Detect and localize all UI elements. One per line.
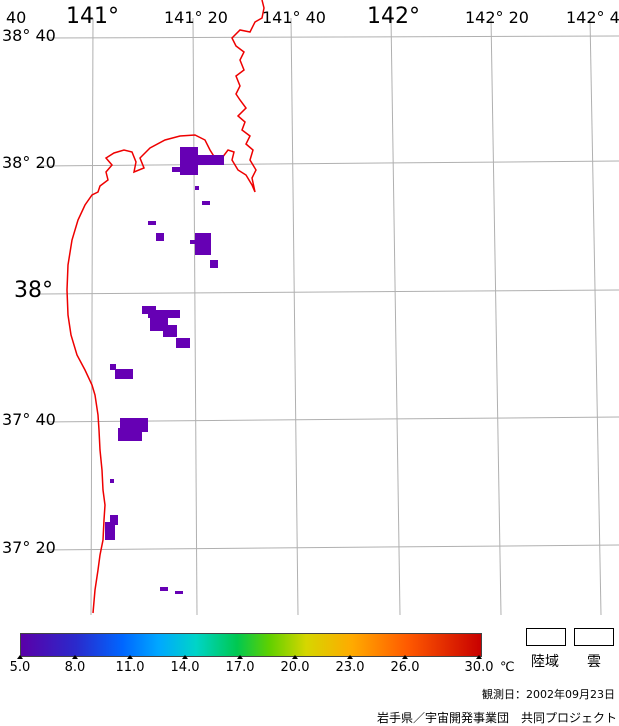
lon-label: 142° xyxy=(367,4,420,29)
colorbar-tick xyxy=(292,655,298,659)
sst-patch xyxy=(115,369,133,379)
sst-patch xyxy=(163,325,177,337)
parallel-line xyxy=(39,35,619,39)
meridian-line xyxy=(589,17,602,616)
colorbar-tick-label: 26.0 xyxy=(390,660,420,675)
sst-patch xyxy=(196,155,224,165)
colorbar-tick xyxy=(402,655,408,659)
lon-label-partial: 40 xyxy=(6,8,27,27)
colorbar-tick-label: 17.0 xyxy=(225,660,255,675)
sst-patch xyxy=(105,522,115,540)
parallel-line xyxy=(39,289,619,295)
meridian-line xyxy=(192,17,198,616)
colorbar-tick xyxy=(237,655,243,659)
sst-map xyxy=(39,0,619,616)
colorbar-tick-label: 30.0 xyxy=(464,660,494,675)
colorbar-tick xyxy=(347,655,353,659)
sst-patch xyxy=(110,364,116,370)
sst-patch xyxy=(160,587,168,591)
colorbar-tick xyxy=(182,655,188,659)
colorbar-tick-label: 20.0 xyxy=(280,660,310,675)
sst-patches xyxy=(105,147,224,594)
sst-patch xyxy=(202,201,210,205)
lat-label: 37° 20 xyxy=(2,538,56,557)
sst-patch xyxy=(148,310,180,318)
land-label: 陸域 xyxy=(531,654,559,670)
lon-label: 141° xyxy=(66,4,119,29)
sst-patch xyxy=(176,338,190,348)
graticule-grid xyxy=(39,17,619,616)
lon-label: 142° 20 xyxy=(465,8,529,27)
lon-label: 141° 40 xyxy=(262,8,326,27)
meridian-line xyxy=(90,17,94,616)
lon-label: 141° 20 xyxy=(164,8,228,27)
meridian-line xyxy=(290,17,299,616)
parallel-line xyxy=(39,160,619,167)
parallel-line xyxy=(39,544,619,551)
colorbar-tick-label: 23.0 xyxy=(335,660,365,675)
cloud-label: 雲 xyxy=(587,654,601,670)
meridian-line xyxy=(490,17,502,616)
observation-date: 観測日：2002年09月23日 xyxy=(482,688,615,701)
temperature-unit: ℃ xyxy=(500,660,515,675)
colorbar-tick-label: 14.0 xyxy=(170,660,200,675)
sst-patch xyxy=(110,515,118,525)
coastline xyxy=(66,0,265,614)
sst-patch xyxy=(175,591,183,594)
lat-label: 38° 40 xyxy=(2,26,56,45)
credit-text: 岩手県／宇宙開発事業団 共同プロジェクト xyxy=(376,711,617,725)
colorbar-tick-label: 11.0 xyxy=(115,660,145,675)
temperature-colorbar xyxy=(20,633,482,657)
colorbar-tick xyxy=(72,655,78,659)
sst-patch xyxy=(190,240,196,244)
sst-patch xyxy=(148,221,156,225)
sst-patch xyxy=(195,186,199,190)
lon-label: 142° 40 xyxy=(566,8,619,27)
sst-patch xyxy=(195,233,211,255)
sst-patch xyxy=(210,260,218,268)
meridian-line xyxy=(390,17,401,616)
land-swatch xyxy=(526,628,566,646)
colorbar-tick xyxy=(127,655,133,659)
cloud-swatch xyxy=(574,628,614,646)
lat-label: 38° 20 xyxy=(2,153,56,172)
lat-label: 37° 40 xyxy=(2,410,56,429)
colorbar-tick-label: 5.0 xyxy=(9,660,31,675)
colorbar-tick-label: 8.0 xyxy=(64,660,86,675)
colorbar-tick xyxy=(476,655,482,659)
lat-label: 38° xyxy=(14,278,53,303)
colorbar-tick xyxy=(17,655,23,659)
sst-patch xyxy=(156,233,164,241)
sst-patch xyxy=(118,428,142,441)
sst-patch xyxy=(110,479,114,483)
sst-patch xyxy=(172,167,190,172)
